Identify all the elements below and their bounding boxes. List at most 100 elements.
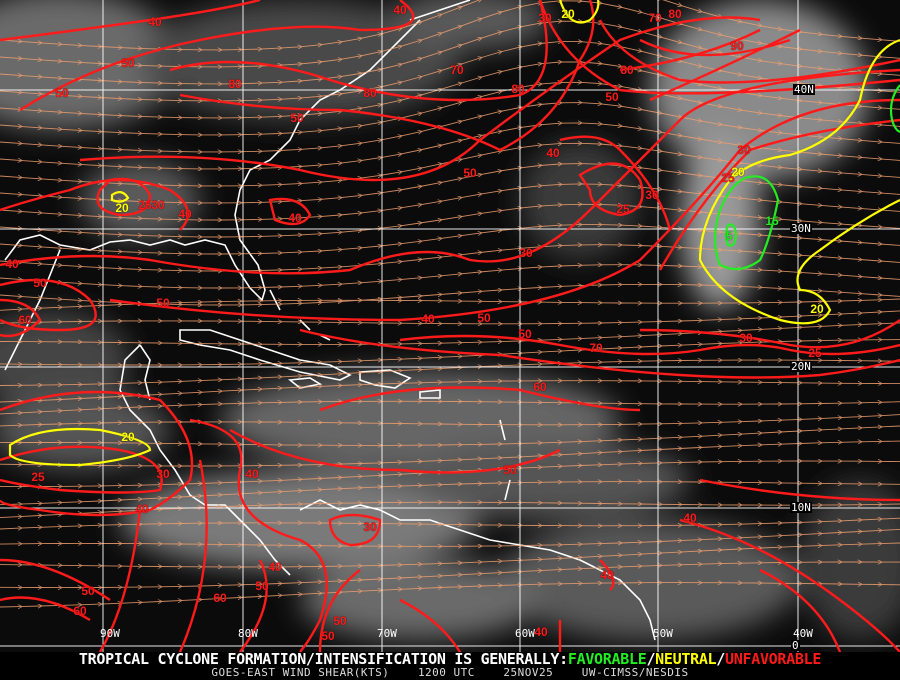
lat-label-40n: 40N	[793, 83, 815, 96]
contour-label: 50	[605, 90, 619, 104]
contour-label: 25	[138, 198, 152, 212]
separator: /	[716, 650, 726, 668]
lon-label-70w: 70W	[377, 627, 397, 640]
contour-label: 50	[333, 614, 347, 628]
lon-label-60w: 60W	[515, 627, 535, 640]
streamline	[0, 518, 900, 529]
contour-label: 50	[121, 56, 135, 70]
contour-label: 50	[321, 629, 335, 643]
contour-label: 30	[739, 331, 753, 345]
legend-unfavorable: UNFAVORABLE	[725, 650, 822, 668]
contour-label: 50	[518, 327, 532, 341]
contour-label: 40	[288, 211, 302, 225]
lon-label-90w: 90W	[100, 627, 120, 640]
lon-label-40w: 40W	[793, 627, 813, 640]
contour-label: 40	[268, 560, 282, 574]
shear-contours-unfavorable	[0, 0, 900, 653]
product-source: UW-CIMSS/NESDIS	[581, 666, 689, 679]
contour-label: 40	[600, 568, 614, 582]
legend-favorable: FAVORABLE	[567, 650, 647, 668]
streamline	[0, 311, 900, 324]
contour-label: 80	[228, 77, 242, 91]
streamline	[0, 482, 900, 505]
contour-label: 70	[589, 341, 603, 355]
contour-label: 40	[148, 15, 162, 29]
contour-label: 50	[503, 463, 517, 477]
contour-label: 40	[421, 312, 435, 326]
contour-label: 60	[533, 380, 547, 394]
contour-label: 30	[645, 188, 659, 202]
contour-label: 50	[255, 579, 269, 593]
contour-label: 30	[363, 520, 377, 534]
contour-label: 20	[121, 430, 135, 444]
product-title: GOES-EAST WIND SHEAR(KTS)	[211, 666, 390, 679]
contour-label: 40	[546, 146, 560, 160]
lat-label-0: 0	[791, 639, 800, 652]
contour-label: 50	[156, 296, 170, 310]
streamline	[0, 381, 900, 402]
contour-label: 80	[363, 86, 377, 100]
contour-label: 50	[477, 311, 491, 325]
contour-label: 20	[561, 7, 575, 21]
lat-label-30n: 30N	[790, 222, 812, 235]
contour-label: 70	[450, 63, 464, 77]
separator: /	[646, 650, 656, 668]
contour-label: 40	[178, 207, 192, 221]
contour-label: 40	[534, 625, 548, 639]
contour-label: 90	[730, 39, 744, 53]
footer-caption: TROPICAL CYCLONE FORMATION/INTENSIFICATI…	[0, 652, 900, 680]
product-time: 1200 UTC	[417, 666, 475, 679]
contour-label: 60	[213, 591, 227, 605]
headline: TROPICAL CYCLONE FORMATION/INTENSIFICATI…	[0, 652, 900, 667]
streamline	[0, 401, 900, 414]
streamline	[0, 265, 900, 288]
shear-contours-neutral	[8, 0, 900, 467]
streamline	[0, 583, 900, 607]
contour-label: 50	[290, 111, 304, 125]
contour-label: 40	[393, 3, 407, 17]
lon-label-50w: 50W	[653, 627, 673, 640]
contour-label: 80	[511, 82, 525, 96]
headline-prefix: TROPICAL CYCLONE FORMATION/INTENSIFICATI…	[78, 650, 568, 668]
contour-label: 50	[33, 276, 47, 290]
legend-neutral: NEUTRAL	[655, 650, 717, 668]
product-info: GOES-EAST WIND SHEAR(KTS) 1200 UTC 25NOV…	[0, 667, 900, 679]
shear-contours-favorable	[713, 84, 900, 271]
contour-label: 40	[245, 467, 259, 481]
contour-label: 50	[55, 86, 69, 100]
contour-label: 15	[765, 214, 779, 228]
streamline	[0, 284, 900, 305]
contour-label: 80	[620, 63, 634, 77]
contour-label: 30	[538, 11, 552, 25]
contour-label: 50	[463, 166, 477, 180]
contour-label: 30	[151, 198, 165, 212]
lon-label-80w: 80W	[238, 627, 258, 640]
contour-label: 60	[18, 313, 32, 327]
product-date: 25NOV25	[503, 666, 554, 679]
grid-lines	[0, 0, 900, 652]
contour-label: 25	[721, 171, 735, 185]
contour-label: 80	[668, 7, 682, 21]
contour-label: 20	[810, 302, 824, 316]
contour-label: 40	[135, 502, 149, 516]
contour-label: 70	[648, 11, 662, 25]
streamline	[0, 299, 900, 310]
lat-label-10n: 10N	[790, 501, 812, 514]
contour-label: 5	[725, 229, 733, 243]
contour-label: 30	[519, 246, 533, 260]
contour-label: 30	[156, 467, 170, 481]
contour-label: 25	[31, 470, 45, 484]
contour-label: 20	[731, 165, 745, 179]
contour-label: 25	[616, 202, 630, 216]
streamline	[0, 415, 900, 426]
contour-label: 20	[115, 201, 129, 215]
contour-label: 50	[81, 584, 95, 598]
contour-label: 30	[737, 143, 751, 157]
contour-label: 25	[808, 346, 822, 360]
contour-label: 40	[5, 257, 19, 271]
contour-label: 60	[73, 604, 87, 618]
lat-label-20n: 20N	[790, 360, 812, 373]
contour-label: 40	[683, 511, 697, 525]
